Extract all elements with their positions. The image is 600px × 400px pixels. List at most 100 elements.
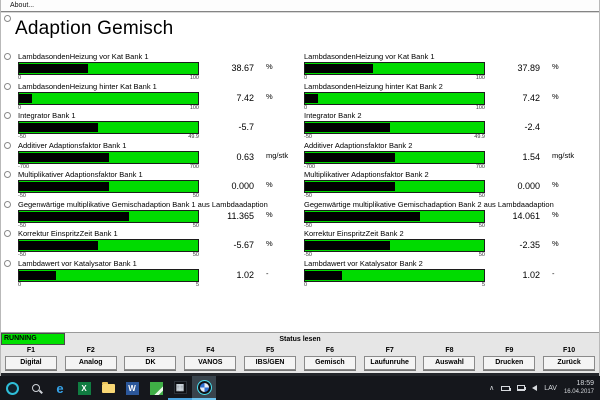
measurement-label: Lambdawert vor Katalysator Bank 1: [18, 258, 137, 268]
measurement-bar-fill: [305, 123, 391, 132]
function-key-label: F7: [385, 347, 394, 354]
scale-max-label: 100: [189, 104, 199, 111]
scale-max-label: 49.9: [474, 134, 485, 140]
measurement-bar: [304, 62, 485, 75]
measurement-label: LambdasondenHeizung vor Kat Bank 1: [304, 52, 435, 61]
row-radio-button[interactable]: [4, 141, 11, 149]
function-key-column: F8 Auswahl: [420, 345, 480, 373]
measurement-row: LambdasondenHeizung vor Kat Bank 1 38.67…: [4, 52, 299, 82]
function-key-button[interactable]: Zurück: [543, 356, 596, 370]
tray-chevron-icon[interactable]: ∧: [489, 385, 495, 392]
scale-min-label: -50: [304, 193, 312, 199]
measurement-label: Korrektur EinspritzZeit Bank 2: [304, 229, 404, 238]
measurement-row: Integrator Bank 1 -5.7 -50 49.9: [4, 111, 299, 141]
taskbar-edge-button[interactable]: e: [48, 376, 72, 400]
row-radio-button[interactable]: [4, 259, 11, 267]
taskbar-search-button[interactable]: [24, 376, 48, 400]
battery-icon[interactable]: [501, 385, 512, 391]
measurement-label: Lambdawert vor Katalysator Bank 2: [304, 258, 423, 268]
measurement-value: 37.89: [517, 63, 540, 73]
measurement-scale: 0 100: [304, 105, 485, 111]
measurement-bar: [18, 239, 199, 252]
measurement-row: Gegenwärtige multiplikative Gemischadapt…: [4, 200, 299, 230]
measurement-label: Korrektur EinspritzZeit Bank 1: [18, 229, 118, 238]
function-key-button[interactable]: Drucken: [483, 356, 536, 370]
start-icon: [5, 381, 19, 395]
function-key-column: F7 Laufunruhe: [360, 345, 420, 373]
taskbar-ncs-tool-button[interactable]: [144, 376, 168, 400]
measurement-value: 11.365: [227, 210, 254, 221]
measurement-scale: -700 700: [304, 164, 485, 170]
measurement-value: -2.35: [519, 240, 540, 250]
measurement-bar-area: 1.02 -: [18, 268, 299, 282]
function-key-label: F9: [505, 347, 514, 354]
taskbar-file-explorer-button[interactable]: [96, 376, 120, 400]
measurement-scale: 0 100: [18, 75, 199, 81]
scale-max-label: 700: [475, 163, 485, 170]
measurement-bar-area: 0.000 %: [18, 180, 299, 193]
measurement-bar-fill: [305, 152, 395, 162]
function-key-button[interactable]: VANOS: [184, 356, 237, 370]
function-key-column: F1 Digital: [1, 345, 61, 373]
top-radio-button[interactable]: [4, 15, 11, 22]
measurement-bar-area: 1.54 mg/stk: [304, 150, 585, 164]
scale-max-label: 700: [189, 163, 199, 170]
system-tray: ∧ LAV 18:59 16.04.2017: [489, 380, 600, 396]
measurement-label: Integrator Bank 2: [304, 111, 362, 120]
scale-max-label: 100: [475, 104, 485, 111]
measurement-scale: -50 50: [304, 252, 485, 258]
running-status-badge: RUNNING: [1, 333, 65, 345]
function-key-label: F8: [445, 347, 454, 354]
volume-icon[interactable]: [524, 385, 538, 391]
function-key-button[interactable]: Digital: [4, 356, 57, 370]
row-radio-button[interactable]: [4, 230, 11, 237]
measurement-bar-area: 11.365 %: [18, 209, 299, 223]
function-key-button[interactable]: Gemisch: [303, 356, 356, 370]
taskbar-tool32-button[interactable]: ▦: [168, 376, 192, 400]
measurement-row: Lambdawert vor Katalysator Bank 2 1.02 -…: [304, 259, 585, 289]
measurement-unit: mg/stk: [552, 150, 575, 160]
measurement-bar-fill: [19, 152, 109, 162]
function-key-button[interactable]: Analog: [64, 356, 117, 370]
taskbar-inpa-active-button[interactable]: [192, 376, 216, 400]
measurement-unit: %: [552, 180, 559, 189]
scale-min-label: 0: [18, 75, 22, 81]
measurement-bar-fill: [305, 241, 391, 250]
measurement-scale: -50 50: [18, 223, 199, 229]
scale-min-label: 0: [304, 104, 308, 111]
function-key-button[interactable]: Auswahl: [423, 356, 476, 370]
language-indicator[interactable]: LAV: [544, 384, 557, 392]
taskbar-clock[interactable]: 18:59 16.04.2017: [564, 380, 594, 396]
measurement-bar: [304, 180, 485, 193]
scale-min-label: -50: [18, 193, 26, 199]
measurement-value: -2.4: [524, 122, 540, 132]
function-key-button[interactable]: Laufunruhe: [363, 356, 416, 370]
taskbar-word-button[interactable]: W: [120, 376, 144, 400]
measurement-bar: [18, 180, 199, 193]
measurement-bar: [18, 209, 199, 223]
row-radio-button[interactable]: [4, 112, 11, 119]
taskbar-excel-button[interactable]: X: [72, 376, 96, 400]
measurement-unit: mg/stk: [266, 150, 289, 160]
scale-max-label: 50: [192, 193, 199, 199]
scale-min-label: -50: [18, 252, 26, 258]
window-bottom-edge: [1, 373, 599, 376]
function-key-button[interactable]: DK: [124, 356, 177, 370]
row-radio-button[interactable]: [4, 82, 11, 90]
measurement-bar-fill: [305, 93, 319, 103]
start-button[interactable]: [0, 376, 24, 400]
scale-max-label: 5: [195, 281, 199, 288]
function-key-button[interactable]: IBS/GEN: [244, 356, 297, 370]
page-title: Adaption Gemisch: [15, 18, 174, 39]
status-message: Status lesen: [279, 336, 321, 343]
row-radio-button[interactable]: [4, 171, 11, 178]
measurement-value: 0.63: [236, 151, 254, 162]
measurement-unit: %: [266, 62, 273, 71]
measurement-scale: 0 100: [304, 75, 485, 81]
menu-bar: About...: [1, 0, 599, 13]
menu-about[interactable]: About...: [10, 2, 35, 9]
scale-min-label: -700: [304, 163, 316, 170]
row-radio-button[interactable]: [4, 53, 11, 60]
taskbar-apps: e X W ▦: [0, 376, 216, 400]
row-radio-button[interactable]: [4, 200, 11, 208]
